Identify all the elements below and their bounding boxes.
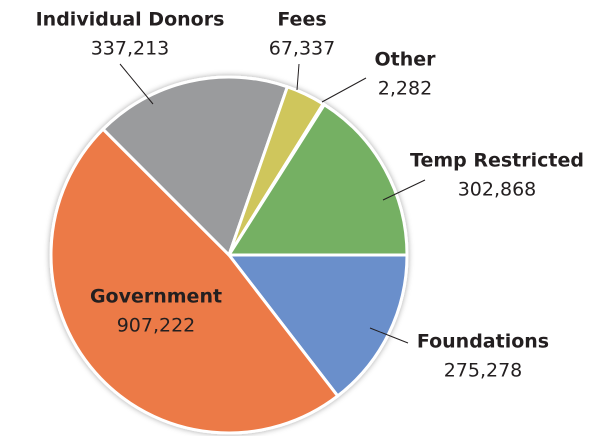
- slice-label: Foundations: [417, 331, 549, 353]
- slice-value: 337,213: [91, 38, 170, 60]
- leader-line: [119, 63, 154, 105]
- slice-value: 907,222: [117, 315, 196, 337]
- pie-slice: [49, 127, 340, 435]
- slice-value: 2,282: [378, 78, 432, 100]
- slice-value: 275,278: [444, 360, 523, 382]
- leader-line: [369, 327, 409, 344]
- slice-value: 302,868: [458, 179, 537, 201]
- pie-slice: [227, 253, 409, 398]
- pie: [49, 75, 409, 435]
- leader-line: [382, 179, 426, 201]
- slice-label: Individual Donors: [36, 9, 225, 31]
- pie-slice: [101, 75, 289, 257]
- slice-label: Government: [90, 286, 222, 308]
- slice-label: Fees: [277, 9, 326, 31]
- slice-label: Temp Restricted: [410, 150, 584, 172]
- slice-value: 67,337: [269, 38, 335, 60]
- slice-label: Other: [374, 49, 436, 71]
- leader-line: [321, 77, 367, 103]
- pie-slice: [227, 103, 409, 257]
- leader-line: [296, 63, 300, 91]
